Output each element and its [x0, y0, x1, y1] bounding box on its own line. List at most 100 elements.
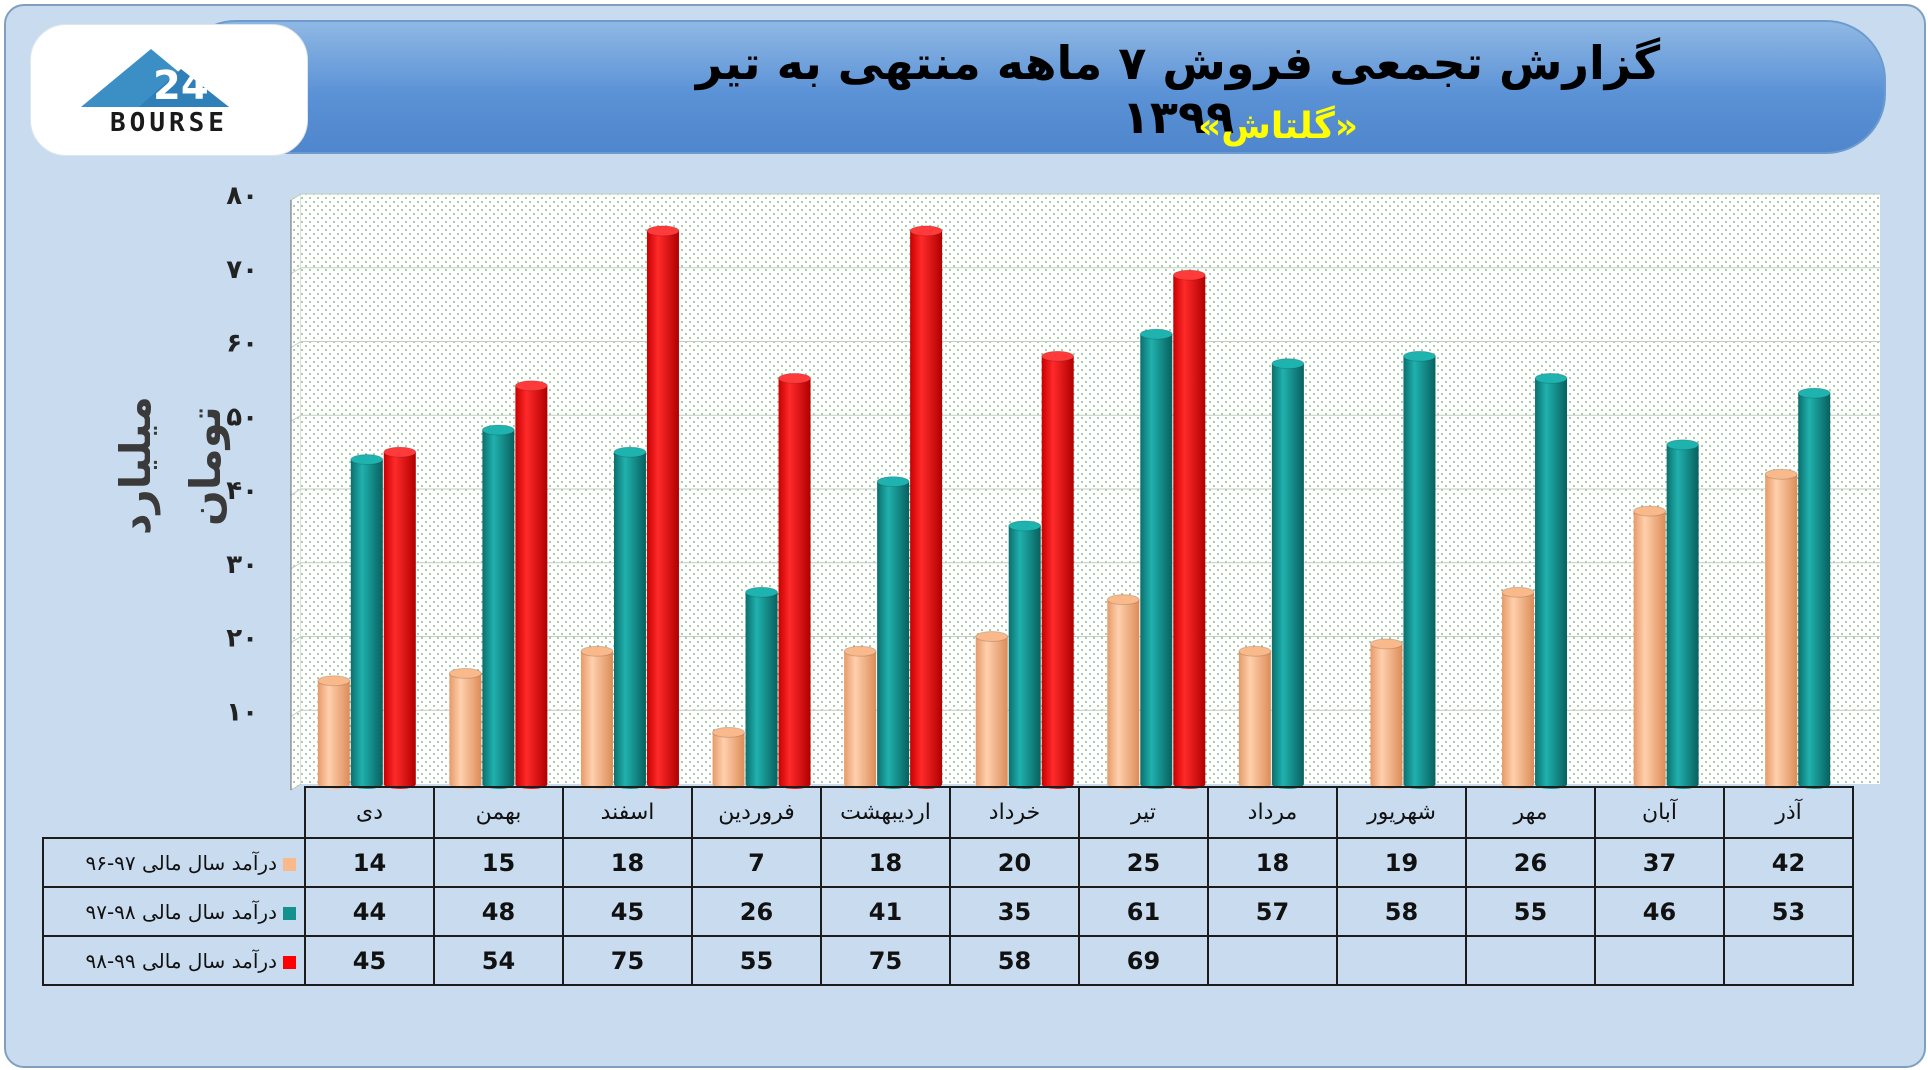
table-cell: 75 — [562, 935, 693, 986]
table-cell: 18 — [562, 837, 693, 888]
bar-cap — [383, 446, 417, 458]
bar-96-97 — [448, 667, 482, 789]
bar-96-97 — [317, 675, 351, 789]
table-cell: 75 — [820, 935, 951, 986]
bar-body — [877, 481, 910, 784]
table-cell: 26 — [691, 886, 822, 937]
bar-body — [910, 230, 943, 784]
table-cell: 19 — [1336, 837, 1467, 888]
month-label: مهر — [1465, 786, 1596, 839]
table-cell: 18 — [1207, 837, 1338, 888]
gridline-side — [290, 488, 302, 496]
y-tick-label: ۴۰ — [226, 476, 258, 506]
table-cell: 18 — [820, 837, 951, 888]
table-cell: 55 — [1465, 886, 1596, 937]
table-cell: 55 — [691, 935, 822, 986]
y-tick-label: ۵۰ — [226, 402, 258, 432]
bar-body — [1666, 444, 1699, 784]
month-label: اسفند — [562, 786, 693, 839]
bar-98-99 — [778, 372, 812, 789]
bar-cap — [1633, 505, 1667, 517]
bar-97-98 — [1008, 520, 1042, 789]
gridline-side — [290, 267, 302, 275]
table-row: درآمد سال مالی ۹۹-۹۸ 45 54 75 55 75 58 6… — [42, 935, 1854, 986]
table-cell: 58 — [1336, 886, 1467, 937]
title-banner: گزارش تجمعی فروش ۷ ماهه منتهی به تیر ۱۳۹… — [176, 20, 1886, 154]
table-cell: 14 — [304, 837, 435, 888]
chart-subtitle: «گلتاش» — [1197, 106, 1359, 147]
table-cell: 48 — [433, 886, 564, 937]
bar-97-98 — [481, 424, 515, 789]
bar-body — [1140, 334, 1173, 784]
legend-label: درآمد سال مالی ۹۸-۹۷ — [85, 899, 277, 924]
table-cell: 45 — [304, 935, 435, 986]
bar-cap — [1797, 387, 1831, 399]
bar-body — [844, 651, 877, 784]
table-cell: 58 — [949, 935, 1080, 986]
table-cell: 41 — [820, 886, 951, 937]
bar-96-97 — [1764, 468, 1798, 789]
bar-cap — [1172, 269, 1206, 281]
bar-98-99 — [514, 380, 548, 789]
table-cell: 42 — [1723, 837, 1854, 888]
bar-cap — [317, 675, 351, 687]
legend-entry: درآمد سال مالی ۹۹-۹۸ — [42, 935, 306, 986]
bar-cap — [1534, 372, 1568, 384]
table-cell: 35 — [949, 886, 1080, 937]
table-cell: 44 — [304, 886, 435, 937]
bar-cap — [1106, 594, 1140, 606]
y-tick-label: ۷۰ — [226, 255, 258, 285]
legend-swatch-icon — [283, 955, 296, 969]
gridline-side — [290, 636, 302, 643]
bar-cap — [1764, 468, 1798, 480]
table-cell: 7 — [691, 837, 822, 888]
bar-cap — [843, 645, 877, 657]
month-label: مرداد — [1207, 786, 1338, 839]
plot-area — [290, 193, 1880, 791]
bar-cap — [1238, 645, 1272, 657]
month-label: فروردین — [691, 786, 822, 839]
bar-96-97 — [1501, 586, 1535, 789]
bar-97-98 — [745, 586, 779, 789]
month-label: دی — [304, 786, 435, 839]
logo-brand: BOURSE — [110, 108, 228, 138]
bar-96-97 — [712, 726, 746, 789]
y-tick-label: ۲۰ — [226, 624, 258, 654]
bar-body — [1238, 651, 1271, 784]
bar-body — [613, 452, 646, 784]
y-tick-label: ۸۰ — [226, 181, 258, 211]
bar-body — [975, 636, 1008, 784]
month-label: آبان — [1594, 786, 1725, 839]
bar-96-97 — [843, 645, 877, 789]
bar-body — [1765, 474, 1798, 784]
bar-body — [1041, 356, 1074, 784]
bar-97-98 — [1666, 439, 1700, 789]
bar-98-99 — [1172, 269, 1206, 789]
bourse-logo: 24 BOURSE — [30, 24, 308, 156]
bar-body — [350, 459, 383, 784]
bar-cap — [481, 424, 515, 436]
bar-cap — [1271, 358, 1305, 370]
gridline-side — [290, 562, 302, 570]
bar-body — [646, 230, 679, 784]
bar-97-98 — [1797, 387, 1831, 789]
y-tick-label: ۱۰ — [226, 697, 258, 727]
bar-cap — [580, 645, 614, 657]
bar-body — [1502, 592, 1535, 784]
legend-swatch-icon — [283, 906, 296, 920]
table-cell: 37 — [1594, 837, 1725, 888]
legend-label: درآمد سال مالی ۹۹-۹۸ — [85, 948, 277, 973]
table-cell: 46 — [1594, 886, 1725, 937]
bar-body — [712, 732, 745, 784]
bar-body — [1173, 275, 1206, 784]
gridline-side — [290, 414, 302, 422]
month-label: اردیبهشت — [820, 786, 951, 839]
bar-cap — [745, 586, 779, 598]
bar-97-98 — [350, 454, 384, 789]
bar-cap — [448, 667, 482, 679]
bar-cap — [778, 372, 812, 384]
bar-cap — [1501, 586, 1535, 598]
table-cell: 20 — [949, 837, 1080, 888]
table-cell — [1465, 935, 1596, 986]
month-label: تیر — [1078, 786, 1209, 839]
